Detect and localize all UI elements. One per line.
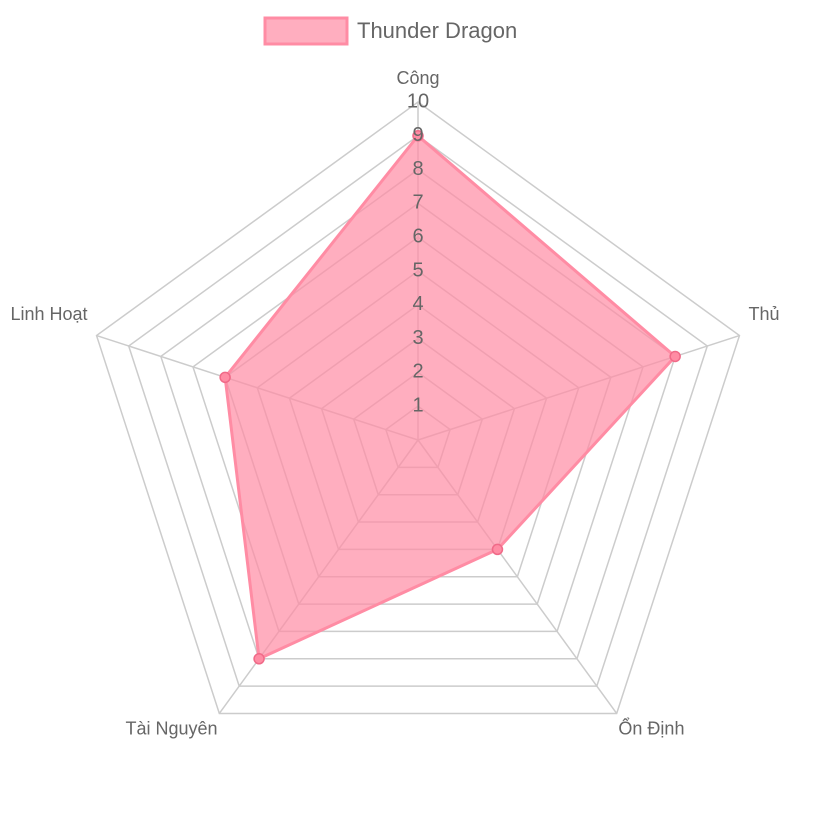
r-tick-label: 8 [412,158,423,180]
axis-label: Tài Nguyên [126,718,218,738]
axis-label: Công [396,68,439,88]
grid-ring [95,101,741,715]
r-tick-label: 9 [412,124,423,146]
r-tick-label: 1 [412,394,423,416]
legend-swatch [263,16,349,46]
radar-point [253,653,265,665]
radar-point [219,371,231,384]
r-tick-label: 4 [412,293,423,315]
grid-ring [127,134,709,687]
axis-label: Thủ [748,304,779,324]
r-tick-label: 2 [412,361,423,383]
r-tick-label: 7 [412,192,423,214]
r-tick-label: 3 [412,327,423,349]
radar-point [669,350,681,363]
radar-area [223,133,678,661]
r-tick-label: 6 [412,225,423,247]
axis-label: Linh Hoạt [10,304,87,324]
legend-label: Thunder Dragon [357,18,517,43]
axis-label: Ổn Định [618,717,684,738]
r-tick-label: 10 [407,90,429,112]
radar-point [491,543,504,556]
r-tick-label: 5 [412,259,423,281]
radar-point [412,130,424,142]
